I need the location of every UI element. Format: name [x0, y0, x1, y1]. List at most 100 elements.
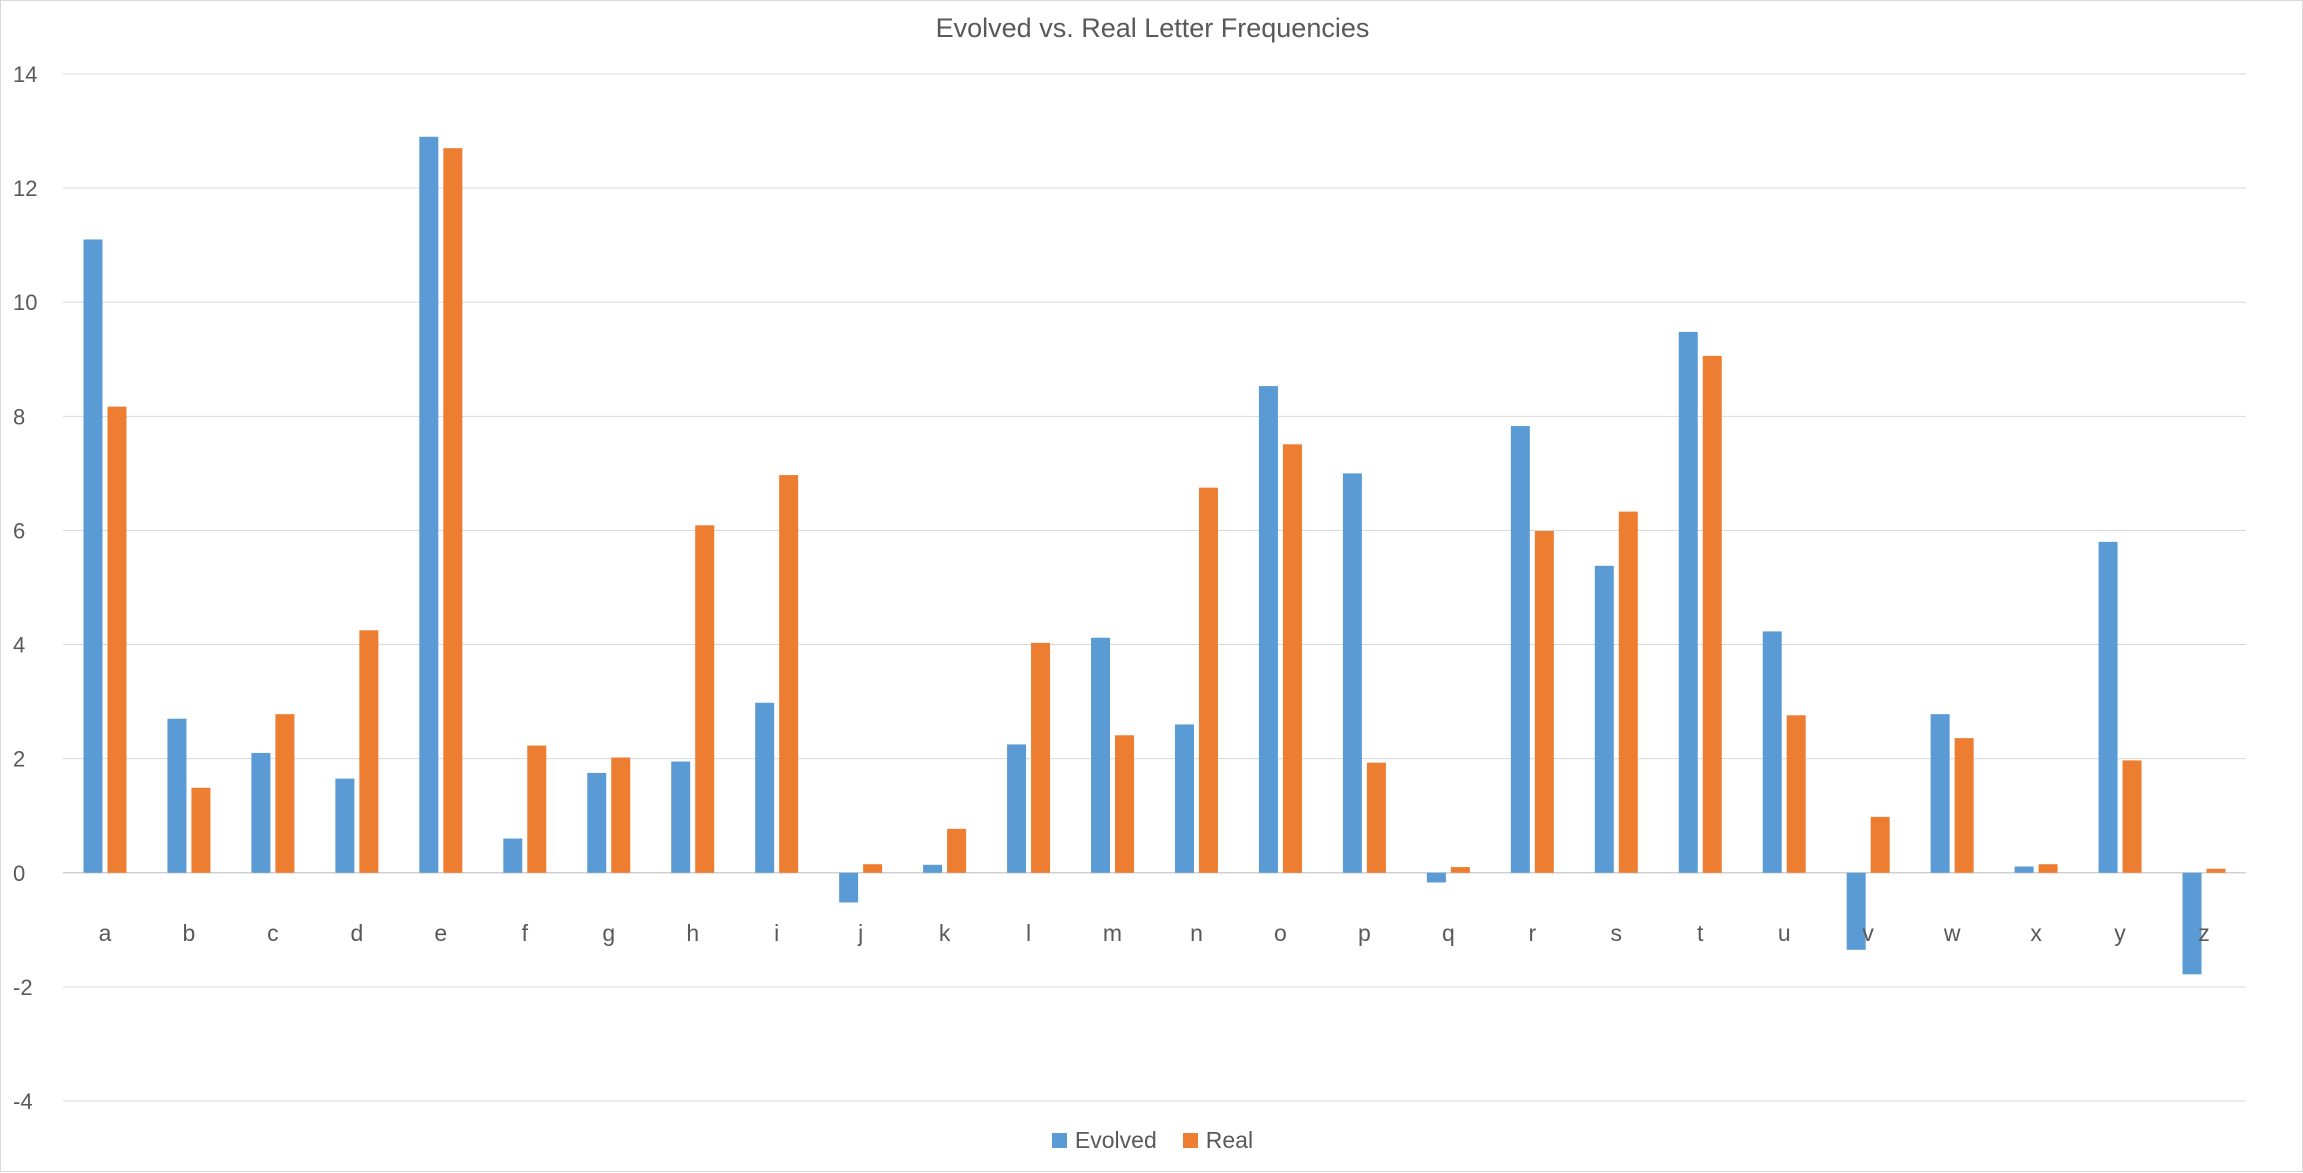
x-axis-ticks: a b c d e f g h i j k l m n o p q r s t u v w x y z [99, 920, 2210, 946]
bar-real-j[interactable] [863, 864, 883, 873]
x-tick-label: l [1026, 920, 1031, 946]
bar-evolved-p[interactable] [1342, 473, 1362, 873]
bars [83, 136, 2226, 975]
bar-real-d[interactable] [359, 630, 379, 873]
legend-item-evolved[interactable]: Evolved [1051, 1127, 1157, 1154]
bar-real-q[interactable] [1450, 867, 1470, 873]
x-tick-label: x [2030, 920, 2042, 946]
x-tick-label: u [1778, 920, 1791, 946]
bar-real-g[interactable] [611, 757, 631, 873]
bar-evolved-g[interactable] [587, 772, 607, 873]
y-tick-label: -2 [13, 975, 33, 1000]
bar-real-w[interactable] [1954, 738, 1974, 873]
legend-swatch-evolved [1051, 1133, 1067, 1148]
x-tick-label: t [1697, 920, 1704, 946]
x-tick-label: c [267, 920, 279, 946]
y-tick-label: 0 [13, 861, 25, 886]
bar-evolved-a[interactable] [83, 239, 103, 873]
bar-real-k[interactable] [947, 828, 967, 873]
x-tick-label: v [1862, 920, 1874, 946]
bar-real-p[interactable] [1366, 762, 1386, 873]
bar-evolved-n[interactable] [1174, 724, 1194, 873]
bar-evolved-z[interactable] [2182, 872, 2202, 975]
y-tick-label: 14 [13, 62, 37, 87]
x-tick-label: y [2114, 920, 2126, 946]
legend-item-real[interactable]: Real [1182, 1127, 1254, 1154]
x-tick-label: j [857, 920, 863, 946]
bar-evolved-b[interactable] [167, 718, 187, 873]
bar-evolved-q[interactable] [1426, 872, 1446, 883]
bar-real-r[interactable] [1534, 531, 1554, 873]
x-tick-label: h [686, 920, 699, 946]
x-tick-label: i [774, 920, 779, 946]
x-tick-label: r [1528, 920, 1536, 946]
bar-evolved-y[interactable] [2098, 541, 2118, 873]
bar-real-x[interactable] [2038, 864, 2058, 873]
x-tick-label: d [350, 920, 363, 946]
bar-real-l[interactable] [1031, 642, 1051, 873]
y-tick-label: 2 [13, 747, 25, 772]
bar-evolved-c[interactable] [251, 752, 271, 873]
bar-evolved-f[interactable] [503, 838, 523, 873]
legend-label-real: Real [1205, 1127, 1254, 1153]
bar-evolved-v[interactable] [1846, 872, 1866, 950]
y-tick-label: 12 [13, 176, 37, 201]
x-tick-label: s [1611, 920, 1623, 946]
bar-evolved-m[interactable] [1091, 637, 1111, 873]
bar-evolved-r[interactable] [1510, 426, 1530, 873]
x-tick-label: p [1358, 920, 1371, 946]
x-tick-label: a [99, 920, 112, 946]
bar-evolved-o[interactable] [1258, 386, 1278, 873]
bar-evolved-e[interactable] [419, 136, 439, 873]
bar-evolved-t[interactable] [1678, 331, 1698, 873]
bar-real-m[interactable] [1115, 735, 1135, 873]
bar-evolved-k[interactable] [923, 864, 943, 873]
bar-evolved-s[interactable] [1594, 565, 1614, 873]
y-tick-label: 6 [13, 518, 25, 543]
y-tick-label: 4 [13, 633, 25, 658]
y-axis-ticks: -4 -2 0 2 4 6 8 10 12 14 [13, 62, 37, 1114]
x-tick-label: b [183, 920, 196, 946]
y-tick-label: 8 [13, 404, 25, 429]
bar-evolved-u[interactable] [1762, 631, 1782, 873]
bar-real-e[interactable] [443, 148, 463, 873]
bar-real-n[interactable] [1198, 487, 1218, 873]
bar-real-v[interactable] [1870, 816, 1890, 873]
bar-real-z[interactable] [2206, 868, 2226, 873]
bar-evolved-x[interactable] [2014, 866, 2034, 873]
bar-evolved-j[interactable] [839, 872, 859, 903]
x-tick-label: w [1943, 920, 1961, 946]
bar-real-i[interactable] [779, 475, 799, 873]
bar-evolved-l[interactable] [1007, 744, 1027, 873]
bar-evolved-d[interactable] [335, 778, 355, 873]
bar-evolved-i[interactable] [755, 702, 775, 873]
bar-real-c[interactable] [275, 714, 295, 873]
bar-real-s[interactable] [1618, 511, 1638, 873]
x-tick-label: k [939, 920, 951, 946]
bar-evolved-h[interactable] [671, 761, 691, 873]
y-tick-label: 10 [13, 290, 37, 315]
x-tick-label: o [1274, 920, 1287, 946]
x-tick-label: q [1442, 920, 1455, 946]
x-tick-label: f [522, 920, 529, 946]
bar-evolved-w[interactable] [1930, 714, 1950, 873]
x-tick-label: g [602, 920, 615, 946]
gridlines [63, 73, 2246, 1102]
bar-real-h[interactable] [695, 525, 715, 873]
x-tick-label: n [1190, 920, 1203, 946]
bar-real-b[interactable] [191, 787, 211, 873]
x-tick-label: z [2198, 920, 2210, 946]
x-tick-label: e [434, 920, 447, 946]
chart-title: Evolved vs. Real Letter Frequencies [935, 13, 1370, 43]
bar-real-f[interactable] [527, 745, 547, 873]
bar-real-o[interactable] [1282, 444, 1302, 873]
bar-real-u[interactable] [1786, 715, 1806, 873]
legend-label-evolved: Evolved [1074, 1127, 1157, 1153]
bar-real-t[interactable] [1702, 355, 1722, 873]
bar-real-y[interactable] [2122, 760, 2142, 873]
bar-real-a[interactable] [107, 406, 127, 873]
x-tick-label: m [1103, 920, 1122, 946]
legend: Evolved Real [1, 1127, 2303, 1154]
